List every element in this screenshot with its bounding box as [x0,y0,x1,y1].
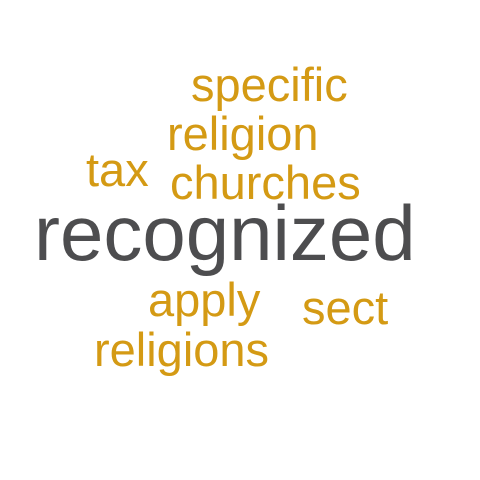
word-churches: churches [170,156,361,209]
word-apply: apply [148,273,261,326]
word-tax: tax [86,143,149,196]
word-recognized: recognized [34,189,416,277]
word-religion: religion [167,107,319,160]
word-sect: sect [302,281,389,334]
word-religions: religions [94,323,270,376]
word-specific: specific [191,58,348,111]
